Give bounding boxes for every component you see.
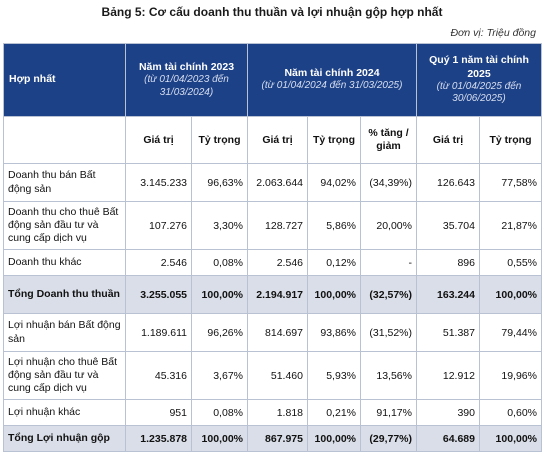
table-row: Doanh thu bán Bất động sản 3.145.233 96,63… [3, 163, 542, 202]
table-cell: 51.460 [247, 351, 308, 400]
table-cell: (32,57%) [360, 275, 417, 314]
total-row: Tổng Lợi nhuận gộp 1.235.878 100,00% 867.97… [3, 425, 542, 452]
column-header: % tăng / giảm [360, 116, 417, 164]
table-cell: (31,52%) [360, 313, 417, 352]
row-header-label: Hợp nhất [3, 43, 126, 117]
table-cell: 93,86% [307, 313, 361, 352]
table-cell: 3,30% [191, 201, 248, 250]
table-cell: 13,56% [360, 351, 417, 400]
table-cell: 21,87% [479, 201, 542, 250]
table-cell: 163.244 [416, 275, 480, 314]
table-title: Bảng 5: Cơ cấu doanh thu thuần và lợi nh… [101, 5, 443, 19]
table-cell: (29,77%) [360, 425, 417, 452]
table-cell: 1.818 [247, 399, 308, 426]
period-header-q1-2025: Quý 1 năm tài chính 2025 (từ 01/04/2025 … [416, 43, 542, 117]
table-cell: 96,63% [191, 163, 248, 202]
table-cell: 814.697 [247, 313, 308, 352]
table-cell: 3.145.233 [125, 163, 192, 202]
table-cell: 3.255.055 [125, 275, 192, 314]
table-cell: 91,17% [360, 399, 417, 426]
column-header: Giá trị [247, 116, 308, 164]
table-cell: 896 [416, 249, 480, 276]
period-name: Quý 1 năm tài chính 2025 [429, 54, 529, 80]
row-label: Lợi nhuận cho thuê Bất động sản đầu tư v… [3, 351, 126, 400]
table-cell: 94,02% [307, 163, 361, 202]
column-header: Tỷ trọng [191, 116, 248, 164]
table-cell: 0,12% [307, 249, 361, 276]
table-cell: 35.704 [416, 201, 480, 250]
column-header: Tỷ trọng [479, 116, 542, 164]
table-row: Lợi nhuận khác 951 0,08% 1.818 0,21% 91,17% 39… [3, 399, 542, 426]
table-cell: 45.316 [125, 351, 192, 400]
period-name: Năm tài chính 2023 [138, 60, 235, 73]
table-cell: 128.727 [247, 201, 308, 250]
table-cell: 5,93% [307, 351, 361, 400]
period-header-2023: Năm tài chính 2023 (từ 01/04/2023 đến 31… [125, 43, 248, 117]
table-cell: 12.912 [416, 351, 480, 400]
table-cell: - [360, 249, 417, 276]
table-cell: 2.546 [247, 249, 308, 276]
table-cell: 2.194.917 [247, 275, 308, 314]
row-label: Tổng Doanh thu thuần [3, 275, 126, 314]
table-cell: (34,39%) [360, 163, 417, 202]
row-label: Doanh thu bán Bất động sản [3, 163, 126, 202]
column-header-row: Giá trị Tỷ trọng Giá trị Tỷ trọng % tăng… [3, 116, 542, 164]
row-label: Doanh thu cho thuê Bất động sản đầu tư v… [3, 201, 126, 250]
table-cell: 867.975 [247, 425, 308, 452]
table-cell: 0,60% [479, 399, 542, 426]
table-row: Lợi nhuận bán Bất động sản 1.189.611 96,26… [3, 313, 542, 352]
table-cell: 1.189.611 [125, 313, 192, 352]
row-label: Lợi nhuận khác [3, 399, 126, 426]
table-cell: 107.276 [125, 201, 192, 250]
table-cell: 64.689 [416, 425, 480, 452]
table-cell: 0,55% [479, 249, 542, 276]
table-cell: 0,21% [307, 399, 361, 426]
table-cell: 1.235.878 [125, 425, 192, 452]
period-header-2024: Năm tài chính 2024 (từ 01/04/2024 đến 31… [247, 43, 417, 117]
period-range: (từ 01/04/2025 đến 30/06/2025) [436, 80, 522, 105]
row-label: Tổng Lợi nhuận gộp [3, 425, 126, 452]
table-cell: 2.546 [125, 249, 192, 276]
table-row: Doanh thu cho thuê Bất động sản đầu tư v… [3, 201, 542, 250]
table-cell: 96,26% [191, 313, 248, 352]
table-cell: 79,44% [479, 313, 542, 352]
table-cell: 100,00% [307, 275, 361, 314]
table-row: Lợi nhuận cho thuê Bất động sản đầu tư v… [3, 351, 542, 400]
table-cell: 390 [416, 399, 480, 426]
financial-table: Hợp nhất Năm tài chính 2023 (từ 01/04/20… [3, 43, 542, 452]
table-cell: 100,00% [191, 425, 248, 452]
table-cell: 20,00% [360, 201, 417, 250]
table-cell: 0,08% [191, 249, 248, 276]
period-name: Năm tài chính 2024 [284, 67, 380, 80]
table-cell: 0,08% [191, 399, 248, 426]
period-range: (từ 01/04/2023 đến 31/03/2024) [144, 74, 229, 98]
table-cell: 19,96% [479, 351, 542, 400]
table-cell: 51.387 [416, 313, 480, 352]
column-header: Giá trị [416, 116, 480, 164]
table-cell: 100,00% [479, 425, 542, 452]
table-cell: 100,00% [307, 425, 361, 452]
column-header: Tỷ trọng [307, 116, 361, 164]
table-cell: 2.063.644 [247, 163, 308, 202]
table-cell: 77,58% [479, 163, 542, 202]
empty-header-cell [3, 116, 126, 164]
total-row: Tổng Doanh thu thuần 3.255.055 100,00% 2.19… [3, 275, 542, 314]
table-cell: 100,00% [479, 275, 542, 314]
table-cell: 951 [125, 399, 192, 426]
table-cell: 5,86% [307, 201, 361, 250]
column-header: Giá trị [125, 116, 192, 164]
table-cell: 100,00% [191, 275, 248, 314]
table-cell: 3,67% [191, 351, 248, 400]
unit-note: Đơn vị: Triệu đồng [450, 27, 536, 39]
table-cell: 126.643 [416, 163, 480, 202]
table-row: Doanh thu khác 2.546 0,08% 2.546 0,12% -896 0,… [3, 249, 542, 276]
row-label: Lợi nhuận bán Bất động sản [3, 313, 126, 352]
row-label: Doanh thu khác [3, 249, 126, 276]
period-range: (từ 01/04/2024 đến 31/03/2025) [261, 80, 403, 92]
